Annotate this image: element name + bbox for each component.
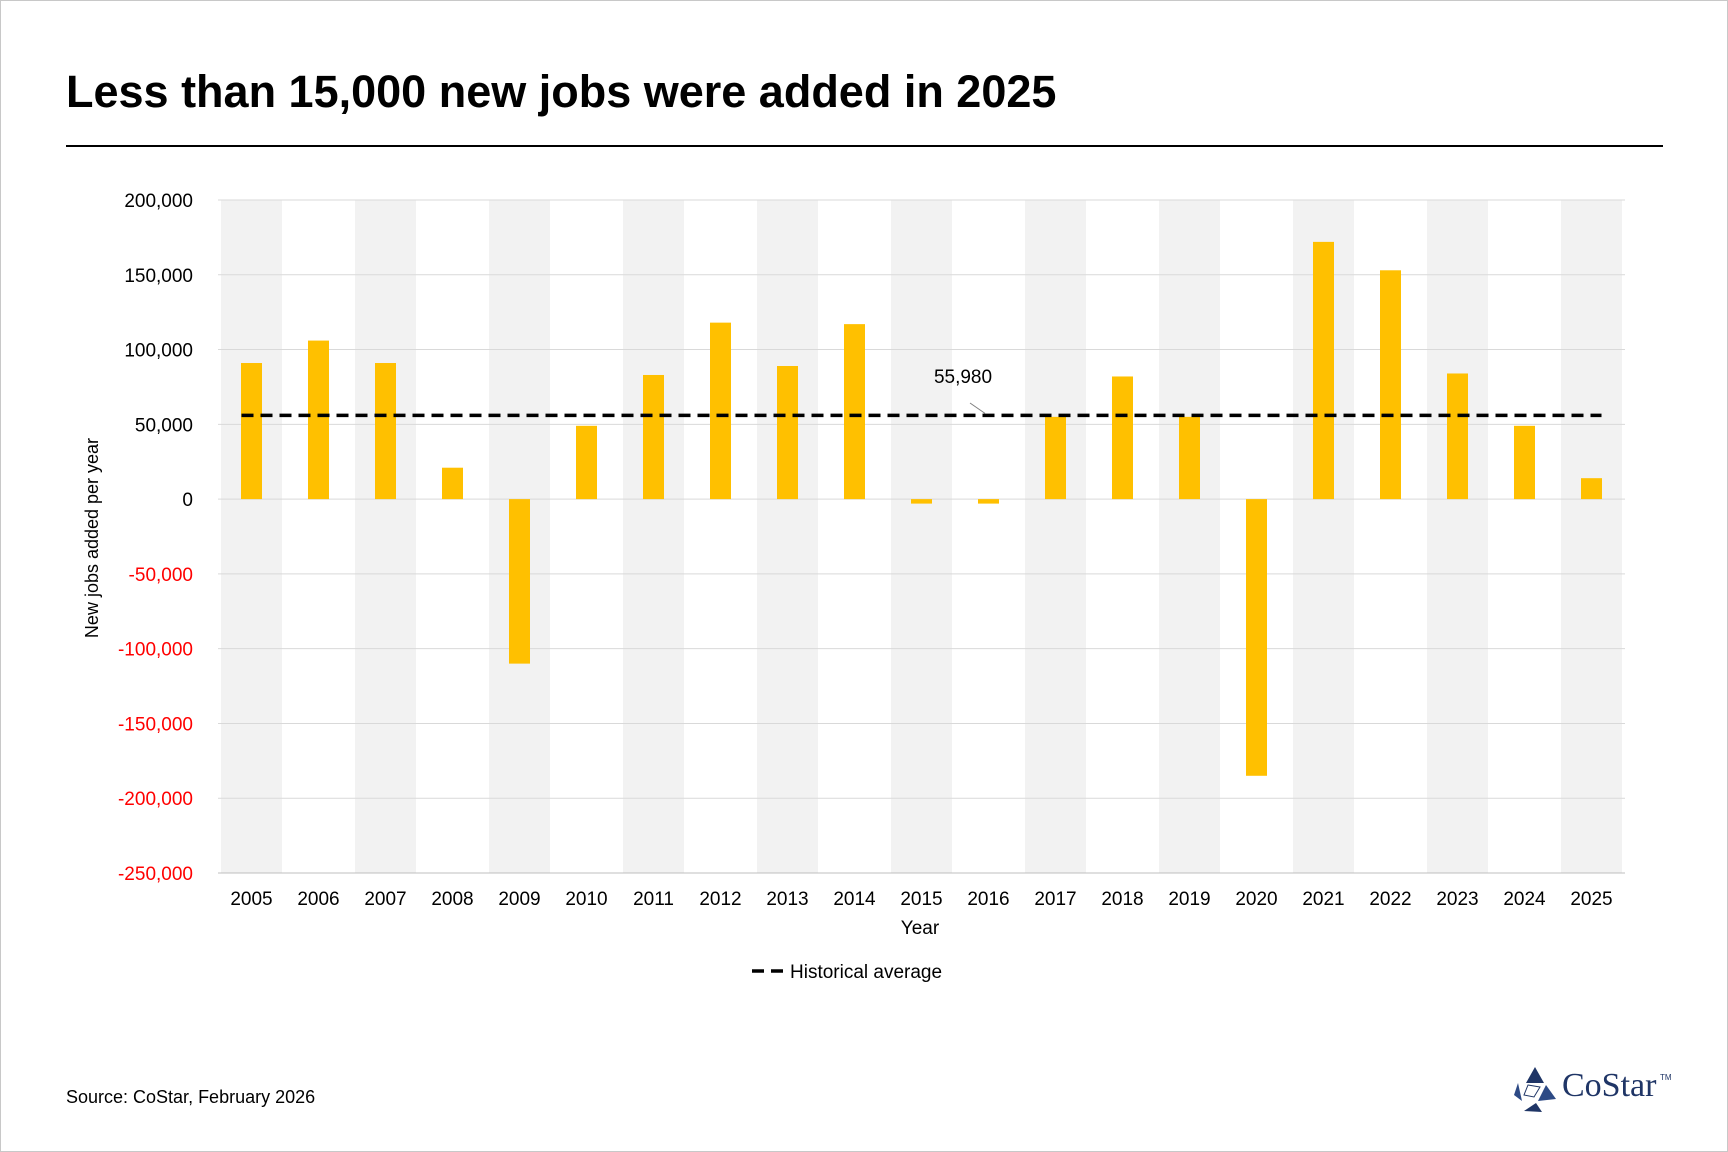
- x-tick-label: 2005: [230, 889, 272, 910]
- legend-label-historical-average: Historical average: [790, 962, 942, 983]
- band-2011: [623, 200, 684, 873]
- bar-2005: [241, 363, 262, 500]
- y-tick-label: 150,000: [124, 266, 193, 287]
- x-tick-label: 2008: [431, 889, 473, 910]
- title-divider: [66, 145, 1663, 147]
- band-2025: [1561, 200, 1622, 873]
- x-tick-label: 2021: [1302, 889, 1344, 910]
- x-tick-label: 2016: [967, 889, 1009, 910]
- band-2015: [891, 200, 952, 873]
- x-tick-label: 2014: [833, 889, 876, 910]
- x-tick-label: 2023: [1436, 889, 1478, 910]
- bar-2016: [978, 499, 999, 504]
- x-tick-label: 2018: [1101, 889, 1143, 910]
- y-tick-label: -100,000: [118, 640, 193, 661]
- y-axis: 200,000 150,000 100,000 50,000 0 -50,000 -100,…: [118, 191, 193, 885]
- y-tick-label: -150,000: [118, 714, 193, 735]
- x-tick-label: 2017: [1034, 889, 1076, 910]
- chart-title: Less than 15,000 new jobs were added in …: [66, 66, 1057, 117]
- bar-2007: [375, 363, 396, 500]
- bar-2009: [509, 499, 530, 664]
- x-tick-label: 2011: [633, 889, 674, 910]
- bar-2010: [576, 425, 597, 500]
- historical-average-label: 55,980: [934, 367, 992, 388]
- bar-2014: [844, 324, 865, 500]
- x-tick-label: 2007: [364, 889, 406, 910]
- band-2023: [1427, 200, 1488, 873]
- y-tick-label: 100,000: [124, 341, 193, 362]
- costar-star-icon: [1514, 1067, 1556, 1112]
- x-tick-label: 2020: [1235, 889, 1277, 910]
- x-tick-label: 2006: [297, 889, 339, 910]
- x-tick-label: 2025: [1570, 889, 1612, 910]
- x-tick-label: 2010: [565, 889, 607, 910]
- bar-2012: [710, 322, 731, 500]
- bar-2011: [643, 374, 664, 500]
- bar-2022: [1380, 270, 1401, 500]
- logo-trademark: TM: [1660, 1073, 1672, 1082]
- y-tick-label: -50,000: [129, 565, 193, 586]
- y-tick-label: -200,000: [118, 789, 193, 810]
- y-tick-label: 50,000: [135, 415, 193, 436]
- bar-2021: [1313, 241, 1334, 500]
- bar-2025: [1581, 478, 1602, 500]
- x-tick-label: 2013: [766, 889, 808, 910]
- y-tick-label: -250,000: [118, 864, 193, 885]
- alternating-bands: [221, 200, 1622, 873]
- bar-2013: [777, 366, 798, 500]
- logo-wordmark: CoStar: [1562, 1067, 1657, 1104]
- x-tick-label: 2015: [900, 889, 942, 910]
- x-tick-label: 2009: [498, 889, 540, 910]
- bar-2024: [1514, 425, 1535, 500]
- bar-2023: [1447, 373, 1468, 500]
- bar-2017: [1045, 416, 1066, 500]
- bar-2020: [1246, 499, 1267, 776]
- bar-2015: [911, 499, 932, 504]
- y-tick-label: 200,000: [124, 191, 193, 212]
- bar-2006: [308, 340, 329, 500]
- bar-2018: [1112, 376, 1133, 500]
- x-axis: 2005 2006 2007 2008 2009 2010 2011 2012 2013 2014…: [218, 872, 1625, 910]
- x-tick-label: 2019: [1168, 889, 1210, 910]
- historical-average: 55,980: [241, 367, 1602, 418]
- costar-logo: CoStar TM: [1512, 1063, 1672, 1115]
- band-2017: [1025, 200, 1086, 873]
- bars: [241, 241, 1602, 776]
- band-2013: [757, 200, 818, 873]
- band-2005: [221, 200, 282, 873]
- bar-2019: [1179, 416, 1200, 500]
- y-axis-title: New jobs added per year: [82, 438, 102, 638]
- y-tick-label: 0: [182, 490, 193, 511]
- x-axis-title: Year: [901, 918, 940, 939]
- annotation-leader-line: [969, 402, 986, 414]
- band-2019: [1159, 200, 1220, 873]
- x-tick-label: 2022: [1369, 889, 1411, 910]
- x-tick-label: 2024: [1503, 889, 1546, 910]
- band-2007: [355, 200, 416, 873]
- x-tick-label: 2012: [699, 889, 741, 910]
- bar-2008: [442, 467, 463, 500]
- source-note: Source: CoStar, February 2026: [66, 1087, 316, 1107]
- legend: Historical average: [752, 962, 942, 983]
